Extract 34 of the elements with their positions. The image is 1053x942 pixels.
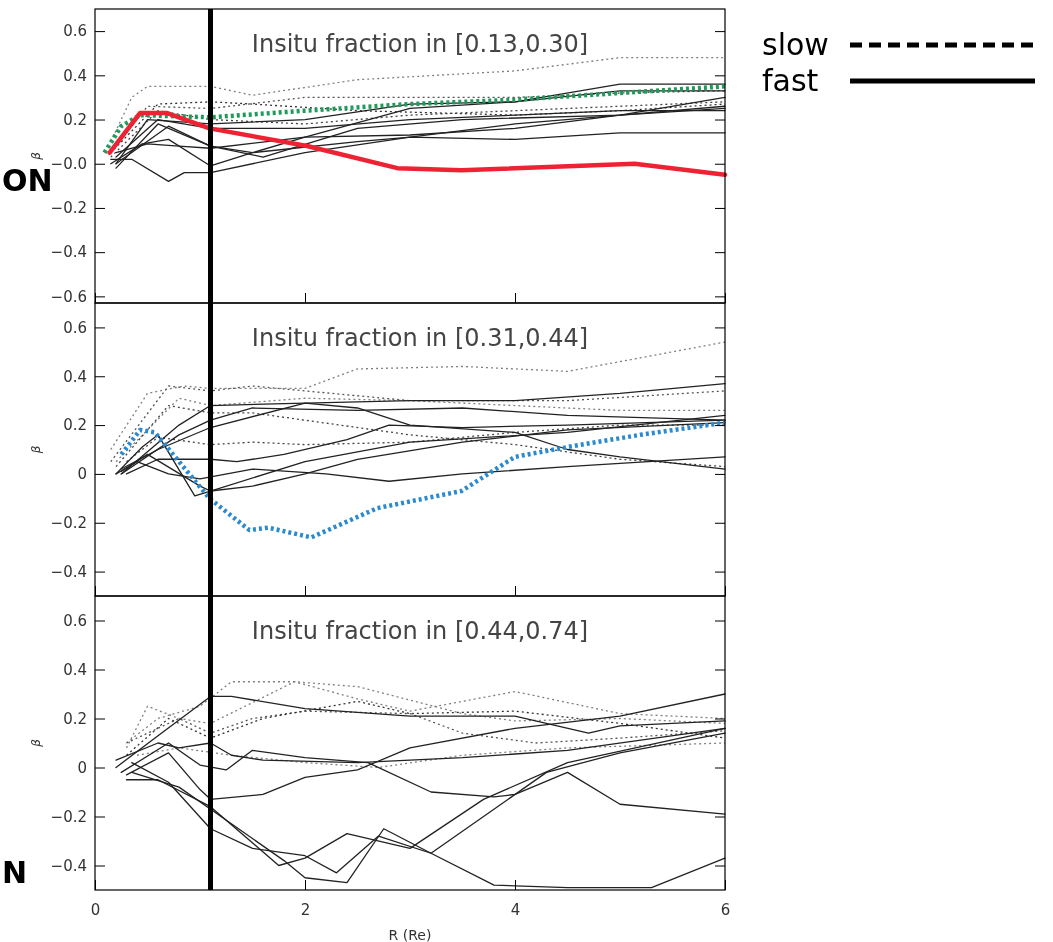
y-tick-label: 0 xyxy=(77,758,87,777)
x-tick-label: 0 xyxy=(90,900,101,919)
x-tick-label: 2 xyxy=(300,900,311,919)
y-axis-title: β xyxy=(29,151,43,161)
text: Insitu fraction in [0.44,0.74] xyxy=(251,617,589,645)
y-axis-title: β xyxy=(29,445,43,455)
series-label: slow xyxy=(762,27,829,62)
y-tick-label: −0.2 xyxy=(50,199,87,218)
y-tick-label: −0.4 xyxy=(50,243,87,262)
y-tick-label: 0.6 xyxy=(63,318,87,337)
text: Insitu fraction in [0.31,0.44] xyxy=(251,324,589,352)
y-tick-label: −0.2 xyxy=(50,514,87,533)
text: ON xyxy=(2,163,53,198)
y-tick-label: −0.0 xyxy=(50,155,87,174)
x-tick-label: 4 xyxy=(510,900,521,919)
y-tick-label: −0.4 xyxy=(50,856,87,875)
y-tick-label: −0.6 xyxy=(50,287,87,306)
x-axis-title: R (Re) xyxy=(388,927,432,942)
y-axis-title: β xyxy=(29,738,43,748)
y-tick-label: 0.4 xyxy=(63,66,87,85)
text: N xyxy=(2,855,28,890)
y-tick-label: 0.2 xyxy=(63,709,87,728)
y-tick-label: −0.4 xyxy=(50,562,87,581)
y-tick-label: 0.2 xyxy=(63,416,87,435)
x-tick-label: 6 xyxy=(720,900,731,919)
text: Insitu fraction in [0.13,0.30] xyxy=(251,30,589,58)
y-tick-label: 0.4 xyxy=(63,660,87,679)
y-tick-label: 0.2 xyxy=(63,110,87,129)
y-tick-label: 0.6 xyxy=(63,611,87,630)
series-label: fast xyxy=(762,63,819,98)
y-tick-label: 0 xyxy=(77,465,87,484)
y-tick-label: 0.4 xyxy=(63,367,87,386)
y-tick-label: −0.2 xyxy=(50,807,87,826)
y-tick-label: 0.6 xyxy=(63,22,87,41)
